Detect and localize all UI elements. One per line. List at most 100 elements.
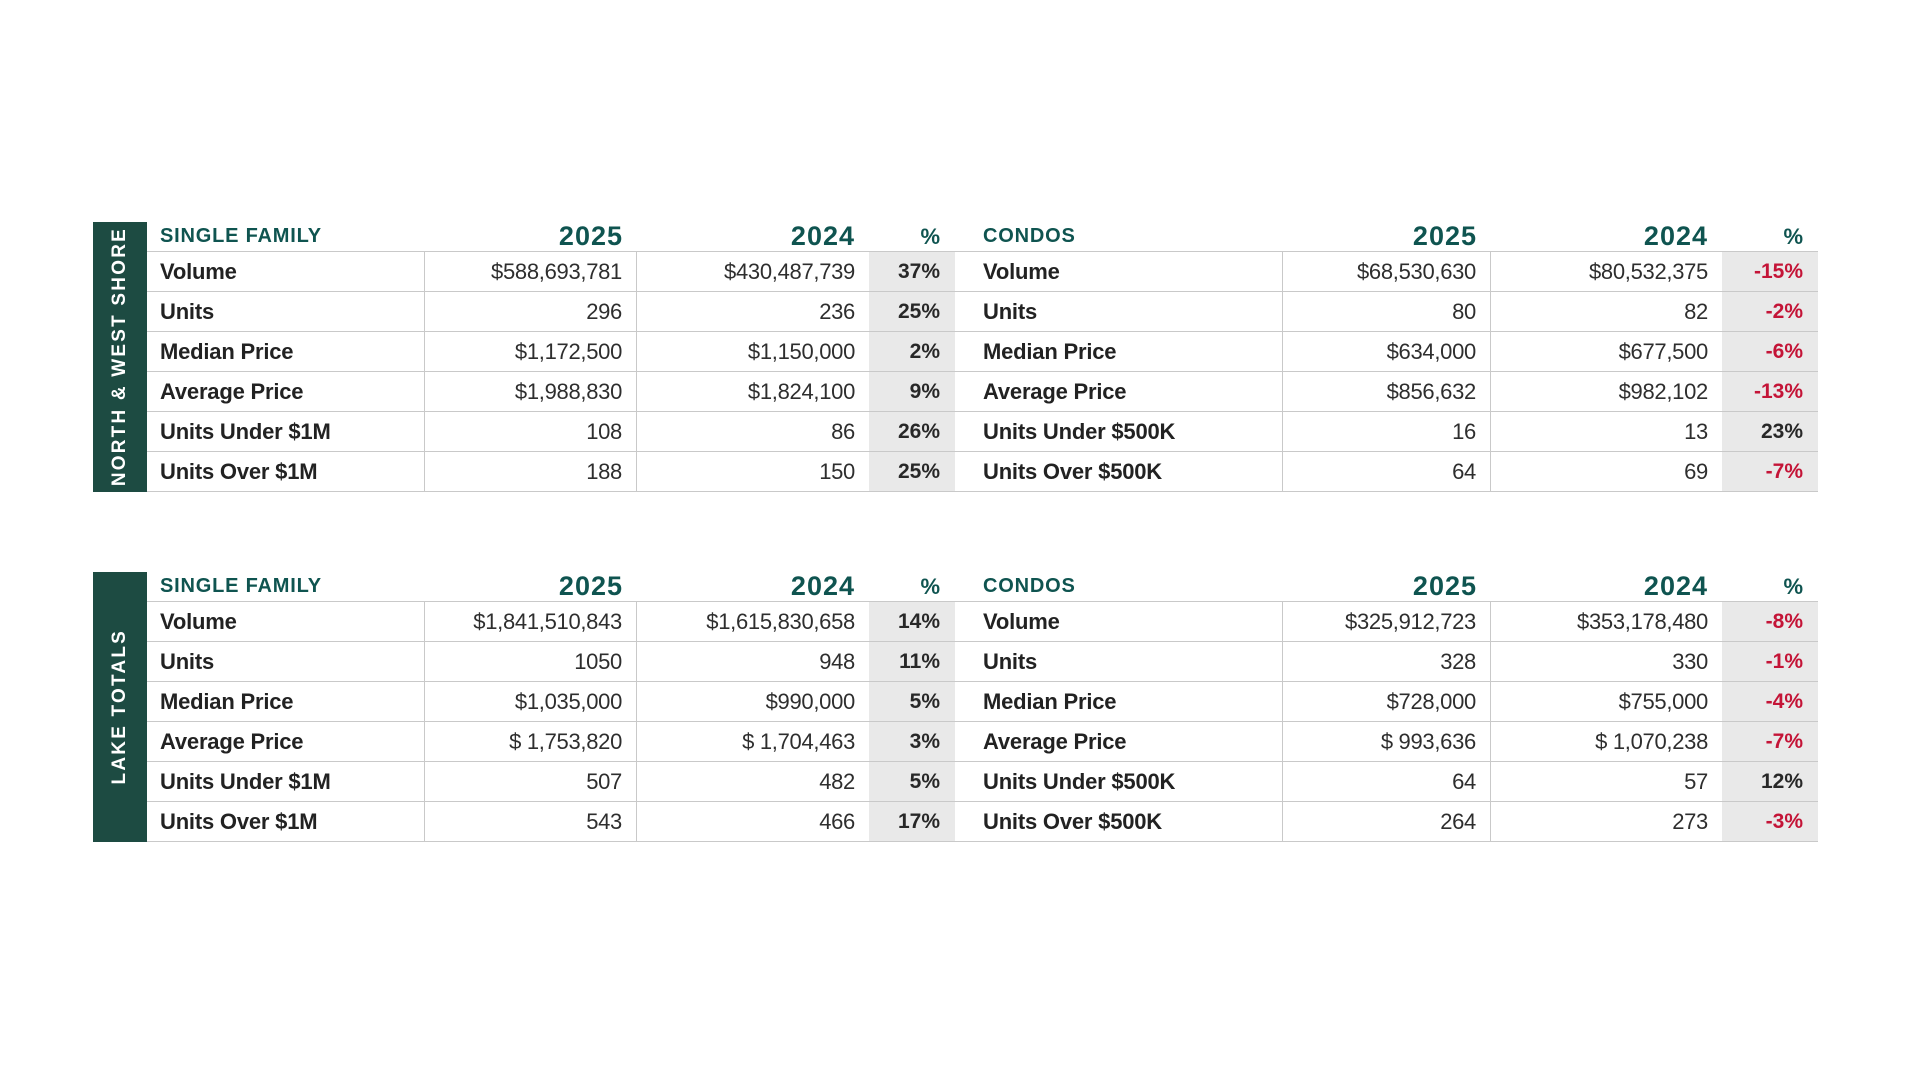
year-2024-header: 2024 bbox=[637, 222, 869, 252]
value-2025: $634,000 bbox=[1283, 332, 1491, 372]
value-2025: 64 bbox=[1283, 762, 1491, 802]
value-2025: $1,988,830 bbox=[425, 372, 637, 412]
row-label: Units Over $500K bbox=[955, 802, 1283, 842]
row-label: Units bbox=[955, 292, 1283, 332]
pct-change: -3% bbox=[1722, 802, 1818, 842]
pct-change: -8% bbox=[1722, 602, 1818, 642]
row-label: Median Price bbox=[955, 332, 1283, 372]
region-label: LAKE TOTALS bbox=[109, 629, 130, 785]
table-north-west-shore: NORTH & WEST SHORE SINGLE FAMILY 2025 2024… bbox=[93, 222, 1818, 492]
year-2024-header: 2024 bbox=[1491, 222, 1722, 252]
value-2024: $677,500 bbox=[1491, 332, 1722, 372]
value-2024: $982,102 bbox=[1491, 372, 1722, 412]
stats-grid: SINGLE FAMILY 2025 2024% CONDOS 2025 2024% Vol… bbox=[147, 222, 1818, 492]
pct-change: -1% bbox=[1722, 642, 1818, 682]
value-2024: $755,000 bbox=[1491, 682, 1722, 722]
pct-change: 12% bbox=[1722, 762, 1818, 802]
value-2024: 82 bbox=[1491, 292, 1722, 332]
value-2024: $ 1,704,463 bbox=[637, 722, 869, 762]
pct-change: 23% bbox=[1722, 412, 1818, 452]
pct-change: 3% bbox=[869, 722, 955, 762]
value-2024: 13 bbox=[1491, 412, 1722, 452]
region-band-north-west-shore: NORTH & WEST SHORE bbox=[93, 222, 147, 492]
value-2025: $728,000 bbox=[1283, 682, 1491, 722]
row-label: Units Under $500K bbox=[955, 762, 1283, 802]
pct-change: 25% bbox=[869, 292, 955, 332]
value-2025: 108 bbox=[425, 412, 637, 452]
row-label: Average Price bbox=[955, 372, 1283, 412]
row-label: Volume bbox=[147, 252, 425, 292]
value-2025: 188 bbox=[425, 452, 637, 492]
value-2025: $856,632 bbox=[1283, 372, 1491, 412]
pct-change: 5% bbox=[869, 682, 955, 722]
value-2025: $68,530,630 bbox=[1283, 252, 1491, 292]
row-label: Units Under $1M bbox=[147, 412, 425, 452]
row-label: Median Price bbox=[955, 682, 1283, 722]
value-2024: $990,000 bbox=[637, 682, 869, 722]
value-2025: 64 bbox=[1283, 452, 1491, 492]
value-2025: 16 bbox=[1283, 412, 1491, 452]
category-header: SINGLE FAMILY bbox=[147, 222, 425, 252]
value-2025: $1,172,500 bbox=[425, 332, 637, 372]
pct-change: 37% bbox=[869, 252, 955, 292]
row-label: Median Price bbox=[147, 332, 425, 372]
pct-change: 26% bbox=[869, 412, 955, 452]
value-2024: 150 bbox=[637, 452, 869, 492]
table-lake-totals: LAKE TOTALS SINGLE FAMILY 2025 2024% CONDOS… bbox=[93, 572, 1818, 842]
value-2025: 543 bbox=[425, 802, 637, 842]
region-band-lake-totals: LAKE TOTALS bbox=[93, 572, 147, 842]
value-2024: 273 bbox=[1491, 802, 1722, 842]
value-2024: $1,615,830,658 bbox=[637, 602, 869, 642]
value-2024: $1,150,000 bbox=[637, 332, 869, 372]
pct-header: % bbox=[1722, 222, 1818, 252]
category-header: CONDOS bbox=[955, 572, 1283, 602]
pct-change: -13% bbox=[1722, 372, 1818, 412]
row-label: Average Price bbox=[955, 722, 1283, 762]
value-2025: 507 bbox=[425, 762, 637, 802]
year-2025-header: 2025 bbox=[1283, 222, 1491, 252]
year-2025-header: 2025 bbox=[425, 572, 637, 602]
value-2025: 264 bbox=[1283, 802, 1491, 842]
pct-change: -15% bbox=[1722, 252, 1818, 292]
pct-change: 17% bbox=[869, 802, 955, 842]
value-2024: 948 bbox=[637, 642, 869, 682]
value-2024: 466 bbox=[637, 802, 869, 842]
value-2025: $588,693,781 bbox=[425, 252, 637, 292]
category-header: SINGLE FAMILY bbox=[147, 572, 425, 602]
row-label: Median Price bbox=[147, 682, 425, 722]
value-2024: 236 bbox=[637, 292, 869, 332]
value-2024: $80,532,375 bbox=[1491, 252, 1722, 292]
row-label: Units Over $1M bbox=[147, 452, 425, 492]
row-label: Average Price bbox=[147, 372, 425, 412]
pct-change: 14% bbox=[869, 602, 955, 642]
value-2025: 296 bbox=[425, 292, 637, 332]
value-2025: $1,035,000 bbox=[425, 682, 637, 722]
pct-change: -7% bbox=[1722, 722, 1818, 762]
row-label: Units Under $500K bbox=[955, 412, 1283, 452]
row-label: Units bbox=[147, 642, 425, 682]
value-2024: 69 bbox=[1491, 452, 1722, 492]
row-label: Units Over $1M bbox=[147, 802, 425, 842]
category-header: CONDOS bbox=[955, 222, 1283, 252]
row-label: Units Over $500K bbox=[955, 452, 1283, 492]
year-2024-header: 2024 bbox=[1491, 572, 1722, 602]
value-2024: 330 bbox=[1491, 642, 1722, 682]
pct-header: % bbox=[869, 222, 955, 252]
value-2025: $ 1,753,820 bbox=[425, 722, 637, 762]
row-label: Average Price bbox=[147, 722, 425, 762]
value-2024: $1,824,100 bbox=[637, 372, 869, 412]
value-2024: 57 bbox=[1491, 762, 1722, 802]
value-2024: $353,178,480 bbox=[1491, 602, 1722, 642]
value-2024: $ 1,070,238 bbox=[1491, 722, 1722, 762]
value-2024: $430,487,739 bbox=[637, 252, 869, 292]
value-2025: $1,841,510,843 bbox=[425, 602, 637, 642]
pct-change: -7% bbox=[1722, 452, 1818, 492]
pct-change: 2% bbox=[869, 332, 955, 372]
value-2025: 80 bbox=[1283, 292, 1491, 332]
row-label: Volume bbox=[955, 602, 1283, 642]
pct-change: -4% bbox=[1722, 682, 1818, 722]
value-2025: $ 993,636 bbox=[1283, 722, 1491, 762]
year-2025-header: 2025 bbox=[1283, 572, 1491, 602]
pct-change: 25% bbox=[869, 452, 955, 492]
